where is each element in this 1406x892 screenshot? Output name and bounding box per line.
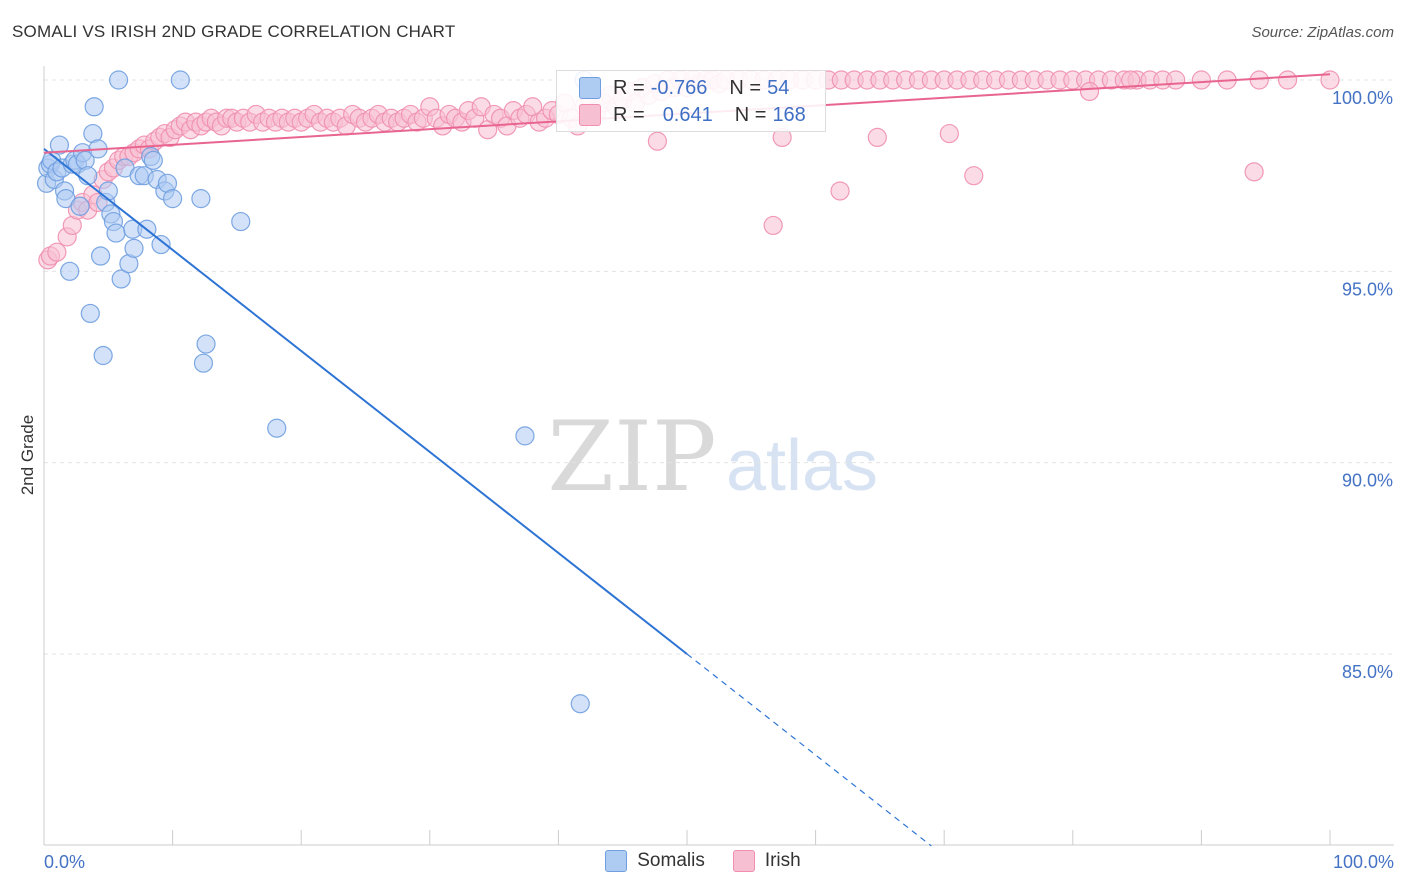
watermark: ZIP atlas bbox=[547, 401, 878, 513]
somali-point bbox=[111, 269, 131, 289]
irish-point bbox=[1244, 162, 1264, 182]
r-label: R = bbox=[613, 103, 645, 126]
irish-swatch bbox=[732, 850, 755, 872]
n-value: 54 bbox=[767, 76, 790, 99]
y-tick-label: 85.0% bbox=[1342, 662, 1393, 682]
x-tick-label-max: 100.0% bbox=[1332, 852, 1394, 872]
somali-point bbox=[80, 303, 100, 324]
r-label: R = bbox=[613, 76, 645, 99]
somali-point bbox=[191, 189, 211, 209]
somali-point bbox=[106, 223, 126, 243]
series-legend: Somalis Irish bbox=[0, 850, 1406, 872]
somali-point bbox=[70, 196, 90, 216]
somali-point bbox=[84, 97, 104, 117]
somali-point bbox=[93, 345, 113, 366]
y-tick-label: 90.0% bbox=[1342, 471, 1393, 491]
somali-point bbox=[231, 211, 251, 232]
n-label: N = bbox=[729, 76, 762, 99]
irish-swatch bbox=[579, 104, 601, 126]
irish-point bbox=[830, 181, 850, 201]
legend-label-somalis: Somalis bbox=[637, 850, 705, 871]
somali-point bbox=[108, 70, 129, 90]
irish-point bbox=[939, 123, 959, 144]
somali-point bbox=[163, 189, 183, 209]
irish-point bbox=[763, 215, 783, 236]
irish-point bbox=[1121, 70, 1141, 90]
somalis-swatch bbox=[605, 850, 628, 872]
chart-title: SOMALI VS IRISH 2ND GRADE CORRELATION CH… bbox=[12, 22, 456, 41]
somalis-swatch bbox=[579, 77, 601, 99]
n-label: N = bbox=[734, 103, 767, 126]
somali-point bbox=[49, 135, 70, 155]
somali-point bbox=[143, 150, 163, 170]
x-tick-label-min: 0.0% bbox=[44, 852, 86, 872]
somalis-trendline bbox=[43, 148, 688, 655]
somali-point bbox=[170, 70, 190, 90]
somali-point bbox=[193, 353, 214, 373]
somali-point bbox=[570, 694, 590, 714]
irish-point bbox=[1166, 70, 1186, 90]
n-value: 168 bbox=[772, 103, 806, 126]
r-value: 0.641 bbox=[662, 103, 713, 126]
irish-point bbox=[47, 242, 67, 262]
somali-point bbox=[60, 261, 80, 281]
somali-point bbox=[124, 238, 144, 258]
somali-point bbox=[196, 334, 216, 354]
somali-point bbox=[267, 418, 287, 438]
r-value: -0.766 bbox=[650, 76, 708, 99]
somali-point bbox=[98, 181, 118, 201]
stats-row-somalis: R = -0.766 N = 54 bbox=[579, 75, 789, 101]
irish-point bbox=[1191, 70, 1212, 90]
irish-point bbox=[647, 131, 668, 151]
irish-point bbox=[964, 166, 984, 186]
irish-point bbox=[1249, 70, 1269, 90]
irish-point bbox=[867, 127, 887, 147]
somalis-trendline-extension bbox=[686, 653, 932, 847]
legend-label-irish: Irish bbox=[764, 850, 801, 871]
y-tick-label: 100.0% bbox=[1332, 88, 1393, 108]
irish-point bbox=[1079, 81, 1100, 102]
source-credit: Source: ZipAtlas.com bbox=[1251, 24, 1394, 41]
somali-point bbox=[90, 246, 111, 266]
somali-point bbox=[515, 426, 535, 446]
irish-point bbox=[1277, 70, 1298, 90]
stats-row-irish: R = 0.641 N = 168 bbox=[579, 102, 806, 128]
stats-legend: R = -0.766 N = 54 R = 0.641 N = 168 bbox=[556, 70, 826, 132]
y-tick-label: 95.0% bbox=[1342, 279, 1393, 299]
legend-item-irish[interactable]: Irish bbox=[732, 850, 801, 872]
legend-item-somalis[interactable]: Somalis bbox=[605, 850, 705, 872]
watermark-zip: ZIP bbox=[547, 401, 716, 513]
somali-point bbox=[151, 234, 171, 255]
watermark-atlas: atlas bbox=[726, 426, 878, 506]
